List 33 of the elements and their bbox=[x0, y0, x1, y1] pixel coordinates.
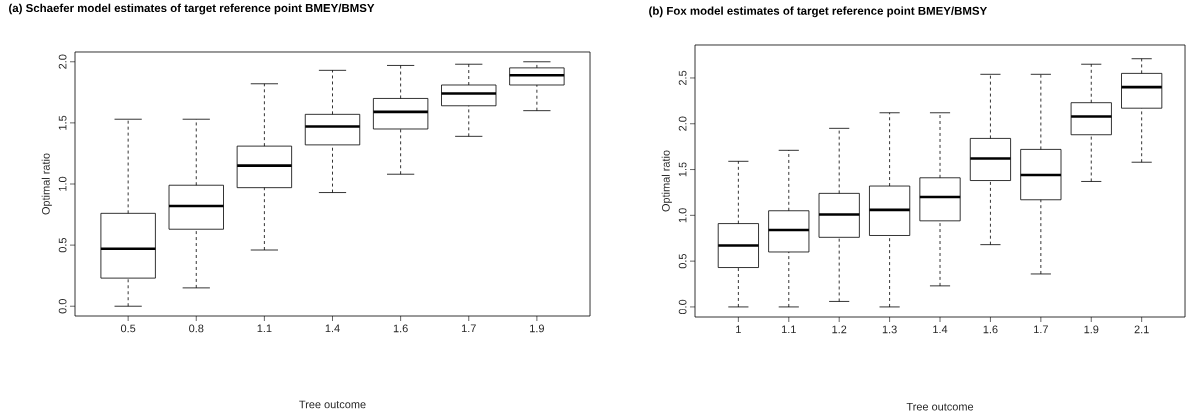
y-tick-label: 2.5 bbox=[678, 70, 687, 86]
y-tick-label: 0.5 bbox=[58, 237, 67, 253]
x-tick-label: 1.4 bbox=[325, 324, 340, 333]
y-tick-label: 2.0 bbox=[678, 116, 687, 131]
x-axis-title: Tree outcome bbox=[906, 402, 974, 411]
x-tick-label: 1.9 bbox=[1084, 325, 1099, 334]
x-axis-title: Tree outcome bbox=[299, 400, 366, 409]
x-tick-label: 1 bbox=[736, 325, 741, 334]
x-tick-label: 0.8 bbox=[189, 324, 204, 333]
x-tick-label: 0.5 bbox=[120, 324, 136, 333]
y-tick-label: 0.5 bbox=[678, 253, 687, 269]
y-tick-label: 0.0 bbox=[678, 299, 687, 315]
x-tick-label: 1.1 bbox=[781, 325, 796, 334]
y-tick-label: 2.0 bbox=[58, 54, 67, 69]
x-tick-label: 1.2 bbox=[832, 325, 847, 334]
x-tick-label: 1.9 bbox=[530, 324, 544, 333]
chart-title: (a) Schaefer model estimates of target reference point BMEY/BMSY bbox=[9, 3, 375, 15]
y-tick-label: 1.5 bbox=[58, 115, 67, 130]
y-tick-label: 0.0 bbox=[58, 299, 67, 314]
y-axis-title: Optimal ratio bbox=[41, 153, 52, 215]
y-tick-label: 1.5 bbox=[678, 162, 687, 177]
x-tick-label: 2.1 bbox=[1134, 325, 1149, 334]
x-tick-label: 1.4 bbox=[933, 325, 948, 334]
x-tick-label: 1.7 bbox=[1034, 325, 1048, 334]
y-axis-title: Optimal ratio bbox=[661, 150, 672, 212]
chart-title: (b) Fox model estimates of target reference point BMEY/BMSY bbox=[649, 6, 988, 18]
x-tick-label: 1.1 bbox=[257, 324, 272, 333]
x-tick-label: 1.7 bbox=[461, 324, 476, 333]
x-tick-label: 1.3 bbox=[882, 325, 897, 334]
x-tick-label: 1.6 bbox=[983, 325, 998, 334]
y-tick-label: 1.0 bbox=[58, 176, 67, 191]
x-tick-label: 1.6 bbox=[393, 324, 408, 333]
y-tick-label: 1.0 bbox=[678, 208, 687, 223]
